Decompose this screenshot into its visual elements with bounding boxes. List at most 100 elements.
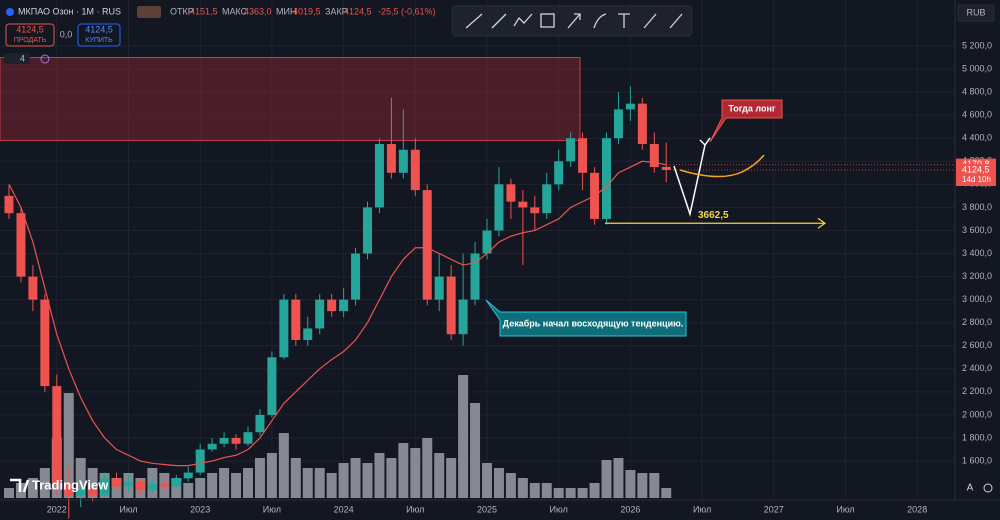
volume-bar [326,473,337,498]
y-tick-label: 2 600,0 [962,340,992,350]
candle-body [219,437,229,444]
zone [0,57,581,142]
tool-measure[interactable] [643,13,657,29]
volume-bar [314,468,325,498]
y-tick-label: 5 200,0 [962,40,992,50]
candle-body [530,207,540,214]
candle-body [76,489,86,496]
candle-body [434,276,444,300]
candle-body [64,484,74,496]
symbol: МКПАО Озон · 1М · RUS [18,6,121,16]
ohlc-value: 4124,5 [344,6,372,16]
candle-body [422,190,432,300]
x-tick-label: 2024 [334,504,354,514]
y-tick-label: 2 400,0 [962,363,992,373]
ohlc-label: МАКС [222,6,248,16]
ohlc-value: 4363,0 [244,6,272,16]
candle-body [183,472,193,479]
volume-bar [529,483,540,498]
toolbar [451,5,693,37]
candle-body [482,230,492,254]
volume-bar [278,433,289,498]
volume-bar [87,468,98,498]
level-label: 3662,5 [698,210,729,221]
candle-body [255,414,265,433]
candle-body [28,276,38,300]
candle-body [446,276,456,335]
x-tick-label: 2027 [764,504,784,514]
tool-path[interactable] [513,13,533,27]
auto-scale[interactable]: A [967,483,974,494]
candle-body [231,437,241,444]
y-tick-label: 1 600,0 [962,455,992,465]
y-tick-label: 4 600,0 [962,110,992,120]
candle-body [303,328,313,340]
candle-body [398,149,408,173]
candle-layer: 3662,5 [4,86,955,519]
tool-brush[interactable] [593,13,607,29]
currency-button[interactable] [957,4,995,22]
volume-bar [254,458,265,498]
price-tag-label: 4124,5 [962,164,990,174]
buy-price: 4124,5 [85,24,113,34]
indicator-toggle[interactable] [4,53,30,64]
ohlc-value: 4151,5 [190,6,218,16]
tool-ruler[interactable] [669,13,683,29]
buy-button[interactable] [77,23,121,47]
volume-bar [410,448,421,498]
y-tick-label: 2 200,0 [962,386,992,396]
candle-body [327,299,337,312]
y-tick-label: 3 800,0 [962,202,992,212]
toolbar-panel [451,5,693,37]
tool-arrow[interactable] [567,13,581,29]
volume-bar [565,488,576,498]
candle-body [625,103,635,110]
x-tick-label: 2025 [477,504,497,514]
y-tick-label: 4 400,0 [962,133,992,143]
volume-bar [231,473,242,498]
candle-body [494,184,504,231]
candle-body [410,149,420,191]
volume-bar [422,438,433,498]
volume-bar [63,393,74,498]
x-tick-label: 2028 [907,504,927,514]
candle-body [458,299,468,335]
header: МКПАО Озон · 1М · RUS ОТКР 4151,5 МАКС 4… [4,4,995,494]
candle-body [171,478,181,487]
tool-rect[interactable] [540,13,555,28]
x-tick-label: Июл [836,504,854,514]
candle-body [613,109,623,139]
volume-bar [446,458,457,498]
volume-bar [183,483,194,498]
tool-trend[interactable] [465,13,483,29]
tool-text[interactable] [618,13,630,28]
x-tick-label: 2026 [620,504,640,514]
candle-body [339,299,349,312]
y-tick-label: 3 400,0 [962,248,992,258]
volume-bar [362,463,373,498]
projection-lines [673,144,706,217]
projection-curve [679,154,765,178]
candle-body [147,484,157,490]
candle-body [374,143,384,208]
volume-bar [4,488,14,498]
candle-body [267,357,277,415]
volume-bar [75,458,86,498]
candle-body [637,103,647,144]
moving-average [8,160,667,467]
x-tick-label: Июл [550,504,568,514]
x-tick-label: Июл [406,504,424,514]
symbol-logo [6,8,14,16]
ohlc-label: ЗАКР [325,6,348,16]
volume-bar [505,473,516,498]
sell-label: ПРОДАТЬ [14,37,47,44]
sell-button[interactable] [5,23,55,47]
candle-body [566,138,576,162]
tool-ray[interactable] [491,13,507,29]
volume-bar [517,478,528,498]
ohlc-label: ОТКР [170,6,194,16]
volume-bar [637,473,648,498]
volume-bar [243,468,253,498]
volume-bar [39,468,50,498]
settings[interactable] [983,483,993,493]
